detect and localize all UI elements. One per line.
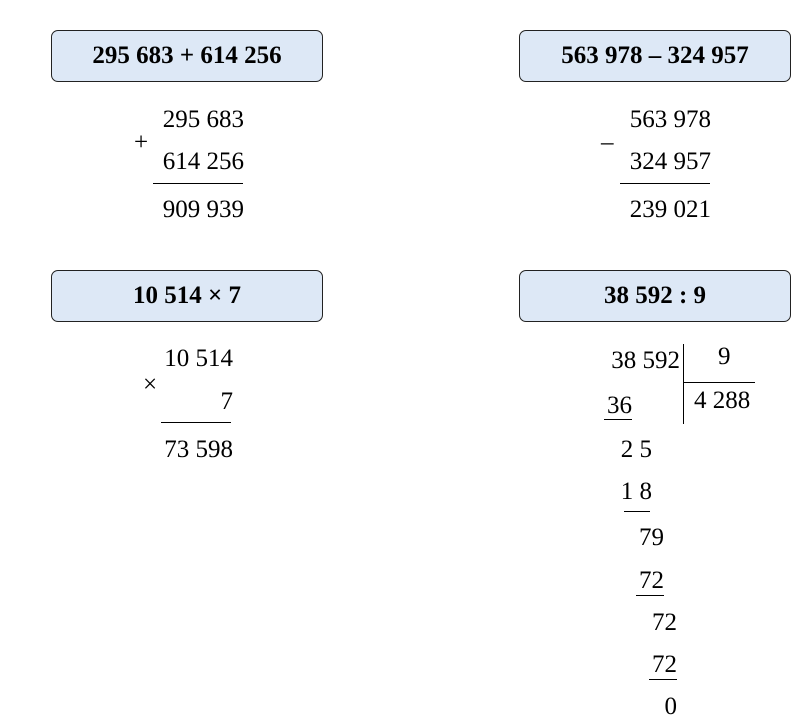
division-bracket-vertical [683,344,684,424]
addition-result: 909 939 [162,196,244,223]
multiplication-title-text: 10 514 × 7 [133,282,241,309]
division-divisor: 9 [718,343,731,370]
division-step-5-underline [636,595,664,596]
division-step-2: 2 5 [620,436,652,463]
division-step-7: 72 [652,651,677,678]
addition-title-text: 295 683 + 614 256 [92,42,282,69]
subtraction-result-line [620,183,710,184]
subtraction-result: 239 021 [629,196,711,223]
division-step-6: 72 [652,609,677,636]
addition-problem-title: 295 683 + 614 256 [51,30,323,82]
subtraction-operand-1: 563 978 [629,106,711,133]
addition-result-line [153,183,243,184]
division-quotient: 4 288 [694,387,751,414]
division-step-3-underline [624,511,650,512]
division-step-5: 72 [639,567,664,594]
division-step-1: 36 [607,392,632,419]
multiplication-result: 73 598 [164,436,233,463]
division-step-3: 1 8 [620,478,652,505]
subtraction-operand-2: 324 957 [629,148,711,175]
division-step-4: 79 [639,524,664,551]
multiplication-operand-1: 10 514 [164,345,233,372]
multiplication-sign: × [143,371,158,398]
division-step-7-underline [649,679,677,680]
subtraction-title-text: 563 978 – 324 957 [561,42,749,69]
division-dividend: 38 592 [611,347,680,374]
division-step-1-underline [604,419,632,420]
subtraction-problem-title: 563 978 – 324 957 [519,30,791,82]
multiplication-operand-2: 7 [220,388,234,415]
addition-sign: + [134,129,149,156]
addition-operand-2: 614 256 [162,148,244,175]
division-step-8: 0 [664,693,678,720]
multiplication-problem-title: 10 514 × 7 [51,270,323,322]
division-title-text: 38 592 : 9 [603,282,707,309]
addition-operand-1: 295 683 [162,106,244,133]
subtraction-sign: – [601,129,614,156]
division-problem-title: 38 592 : 9 [519,270,791,322]
division-bracket-horizontal [683,382,755,383]
multiplication-result-line [161,422,231,423]
